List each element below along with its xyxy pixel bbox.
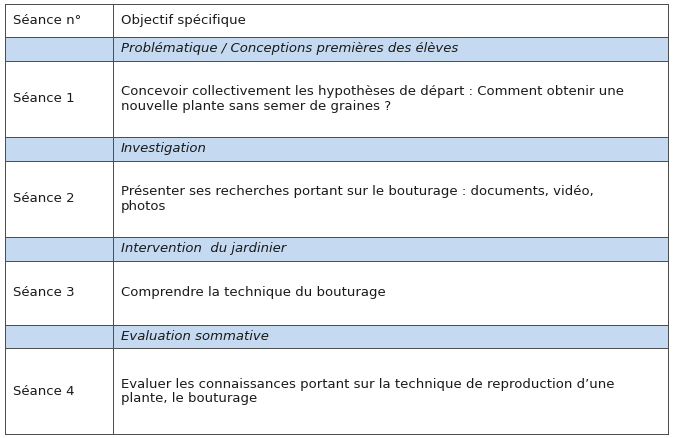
Text: plante, le bouturage: plante, le bouturage: [120, 392, 257, 405]
Text: Evaluer les connaissances portant sur la technique de reproduction d’une: Evaluer les connaissances portant sur la…: [120, 378, 614, 391]
Bar: [5, 161, 112, 237]
Text: Comprendre la technique du bouturage: Comprendre la technique du bouturage: [120, 286, 386, 299]
Bar: [112, 237, 668, 261]
Bar: [112, 60, 668, 137]
Text: Séance 3: Séance 3: [13, 286, 75, 299]
Text: Objectif spécifique: Objectif spécifique: [120, 14, 246, 27]
Bar: [112, 325, 668, 348]
Bar: [112, 4, 668, 37]
Bar: [5, 60, 112, 137]
Text: Séance 2: Séance 2: [13, 192, 75, 205]
Text: Concevoir collectivement les hypothèses de départ : Comment obtenir une: Concevoir collectivement les hypothèses …: [120, 85, 624, 98]
Bar: [112, 161, 668, 237]
Bar: [112, 137, 668, 161]
Bar: [5, 137, 112, 161]
Text: Présenter ses recherches portant sur le bouturage : documents, vidéo,: Présenter ses recherches portant sur le …: [120, 185, 594, 198]
Bar: [5, 4, 112, 37]
Text: Séance 4: Séance 4: [13, 385, 75, 398]
Bar: [5, 325, 112, 348]
Bar: [112, 261, 668, 325]
Bar: [112, 348, 668, 434]
Text: photos: photos: [120, 200, 166, 212]
Bar: [5, 37, 112, 60]
Text: nouvelle plante sans semer de graines ?: nouvelle plante sans semer de graines ?: [120, 99, 391, 113]
Bar: [5, 261, 112, 325]
Text: Séance n°: Séance n°: [13, 14, 81, 27]
Bar: [5, 348, 112, 434]
Text: Séance 1: Séance 1: [13, 92, 75, 105]
Text: Intervention  du jardinier: Intervention du jardinier: [120, 242, 286, 255]
Text: Problématique / Conceptions premières des élèves: Problématique / Conceptions premières de…: [120, 42, 458, 55]
Text: Evaluation sommative: Evaluation sommative: [120, 330, 269, 343]
Bar: [5, 237, 112, 261]
Text: Investigation: Investigation: [120, 142, 207, 155]
Bar: [112, 37, 668, 60]
